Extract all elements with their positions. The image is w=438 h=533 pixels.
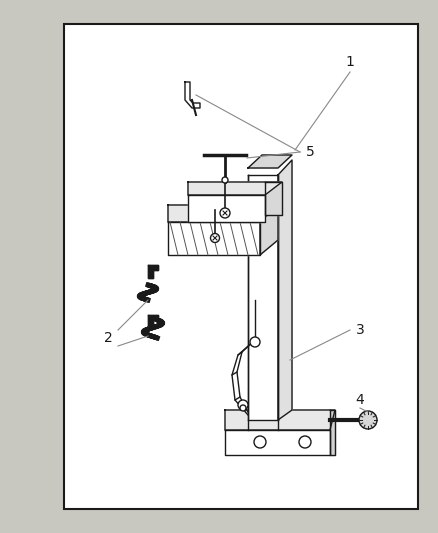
Polygon shape (148, 315, 158, 328)
Circle shape (240, 405, 246, 411)
Circle shape (222, 177, 228, 183)
Polygon shape (188, 195, 265, 222)
Polygon shape (265, 182, 282, 215)
Bar (64, 24, 418, 509)
Polygon shape (248, 155, 292, 168)
Polygon shape (168, 222, 260, 255)
Polygon shape (188, 182, 282, 195)
Circle shape (254, 436, 266, 448)
Text: 1: 1 (346, 55, 354, 69)
Circle shape (250, 337, 260, 347)
Polygon shape (330, 410, 335, 455)
Polygon shape (225, 410, 335, 430)
Text: 3: 3 (356, 323, 364, 337)
Polygon shape (168, 205, 278, 222)
Polygon shape (148, 265, 158, 278)
Polygon shape (185, 82, 200, 108)
Polygon shape (248, 175, 278, 420)
Circle shape (238, 400, 248, 410)
Text: 5: 5 (306, 145, 314, 159)
Polygon shape (278, 160, 292, 420)
Circle shape (211, 233, 219, 243)
Circle shape (220, 208, 230, 218)
Text: 4: 4 (356, 393, 364, 407)
Polygon shape (260, 205, 278, 255)
Circle shape (359, 411, 377, 429)
Text: 2: 2 (104, 331, 113, 345)
Circle shape (299, 436, 311, 448)
Polygon shape (225, 430, 330, 455)
